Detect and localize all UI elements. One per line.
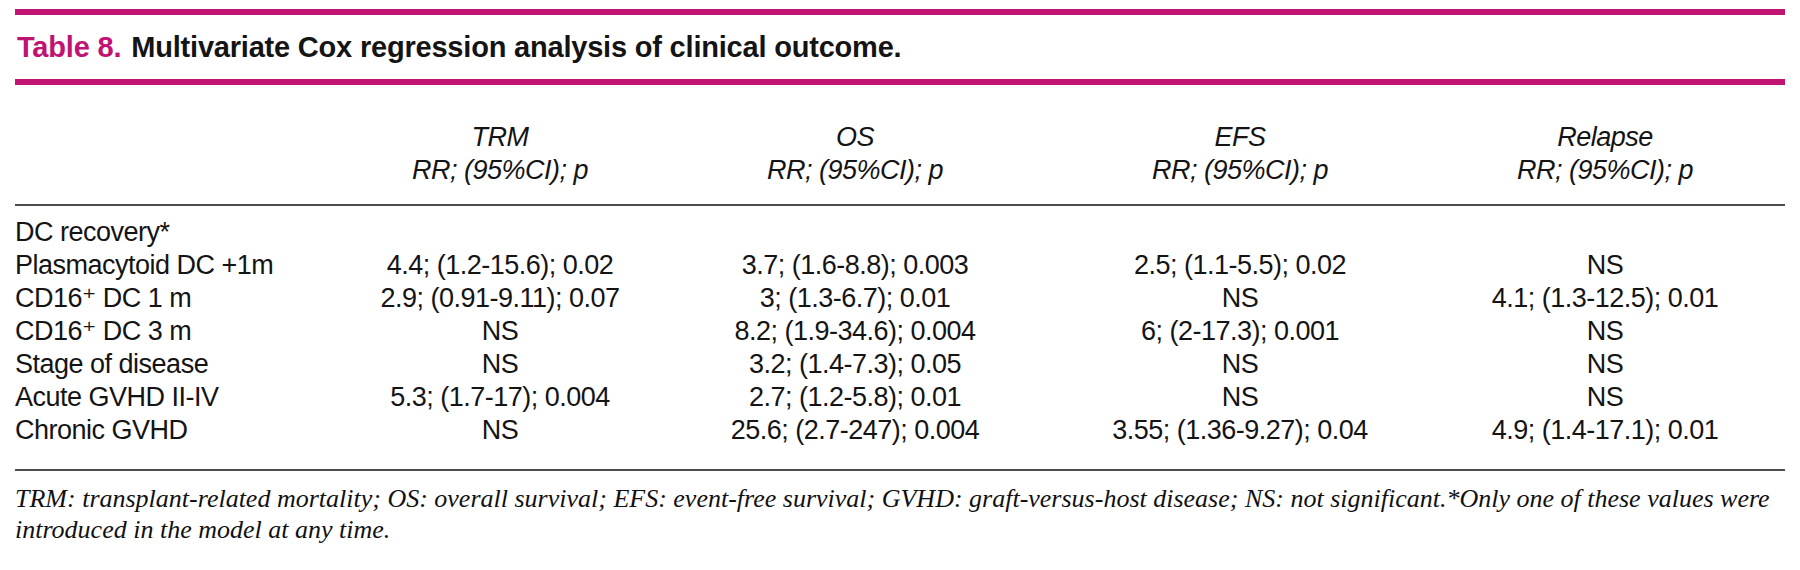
cell-os: 2.7; (1.2-5.8); 0.01	[675, 381, 1035, 414]
cell-trm: NS	[325, 315, 675, 348]
row-label: Chronic GVHD	[15, 414, 325, 447]
cell-relapse: NS	[1445, 315, 1765, 348]
row-label: Stage of disease	[15, 348, 325, 381]
column-header-efs: EFS RR; (95%CI); p	[1035, 121, 1445, 187]
cell-trm: NS	[325, 348, 675, 381]
table-footnote: TRM: transplant-related mortality; OS: o…	[15, 471, 1785, 545]
cell-efs: 3.55; (1.36-9.27); 0.04	[1035, 414, 1445, 447]
cell-os: 3.2; (1.4-7.3); 0.05	[675, 348, 1035, 381]
cell-relapse: 4.1; (1.3-12.5); 0.01	[1445, 282, 1765, 315]
row-label: Acute GVHD II-IV	[15, 381, 325, 414]
column-title: Relapse	[1445, 121, 1765, 154]
cell-os: 3.7; (1.6-8.8); 0.003	[675, 249, 1035, 282]
column-subtitle: RR; (95%CI); p	[325, 154, 675, 187]
column-title: TRM	[325, 121, 675, 154]
cell-efs: NS	[1035, 348, 1445, 381]
column-subtitle: RR; (95%CI); p	[675, 154, 1035, 187]
cell-relapse: 4.9; (1.4-17.1); 0.01	[1445, 414, 1765, 447]
column-subtitle: RR; (95%CI); p	[1445, 154, 1765, 187]
row-label: CD16⁺ DC 1 m	[15, 282, 325, 315]
cell-os: 3; (1.3-6.7); 0.01	[675, 282, 1035, 315]
cell-relapse: NS	[1445, 249, 1765, 282]
table-header-row: TRM RR; (95%CI); p OS RR; (95%CI); p EFS…	[15, 85, 1785, 187]
cell-trm: NS	[325, 414, 675, 447]
cell-trm: 2.9; (0.91-9.11); 0.07	[325, 282, 675, 315]
cell-trm: 4.4; (1.2-15.6); 0.02	[325, 249, 675, 282]
cell-efs: 2.5; (1.1-5.5); 0.02	[1035, 249, 1445, 282]
cell-efs: 6; (2-17.3); 0.001	[1035, 315, 1445, 348]
column-header-os: OS RR; (95%CI); p	[675, 121, 1035, 187]
cell-relapse: NS	[1445, 381, 1765, 414]
column-header-trm: TRM RR; (95%CI); p	[325, 121, 675, 187]
table-number-label: Table 8.	[17, 31, 121, 63]
cell-efs: NS	[1035, 381, 1445, 414]
table-title: Table 8. Multivariate Cox regression anal…	[15, 15, 1785, 79]
column-title: OS	[675, 121, 1035, 154]
column-header-relapse: Relapse RR; (95%CI); p	[1445, 121, 1765, 187]
cell-os: 25.6; (2.7-247); 0.004	[675, 414, 1035, 447]
table-title-text: Multivariate Cox regression analysis of …	[131, 31, 901, 63]
paper-table-page: Table 8. Multivariate Cox regression anal…	[0, 0, 1800, 570]
column-subtitle: RR; (95%CI); p	[1035, 154, 1445, 187]
cell-relapse: NS	[1445, 348, 1765, 381]
row-label: CD16⁺ DC 3 m	[15, 315, 325, 348]
row-label: DC recovery*	[15, 216, 325, 249]
table-body: DC recovery* Plasmacytoid DC +1m 4.4; (1…	[15, 206, 1785, 469]
cell-trm: 5.3; (1.7-17); 0.004	[325, 381, 675, 414]
column-title: EFS	[1035, 121, 1445, 154]
cell-efs: NS	[1035, 282, 1445, 315]
cell-os: 8.2; (1.9-34.6); 0.004	[675, 315, 1035, 348]
row-label: Plasmacytoid DC +1m	[15, 249, 325, 282]
